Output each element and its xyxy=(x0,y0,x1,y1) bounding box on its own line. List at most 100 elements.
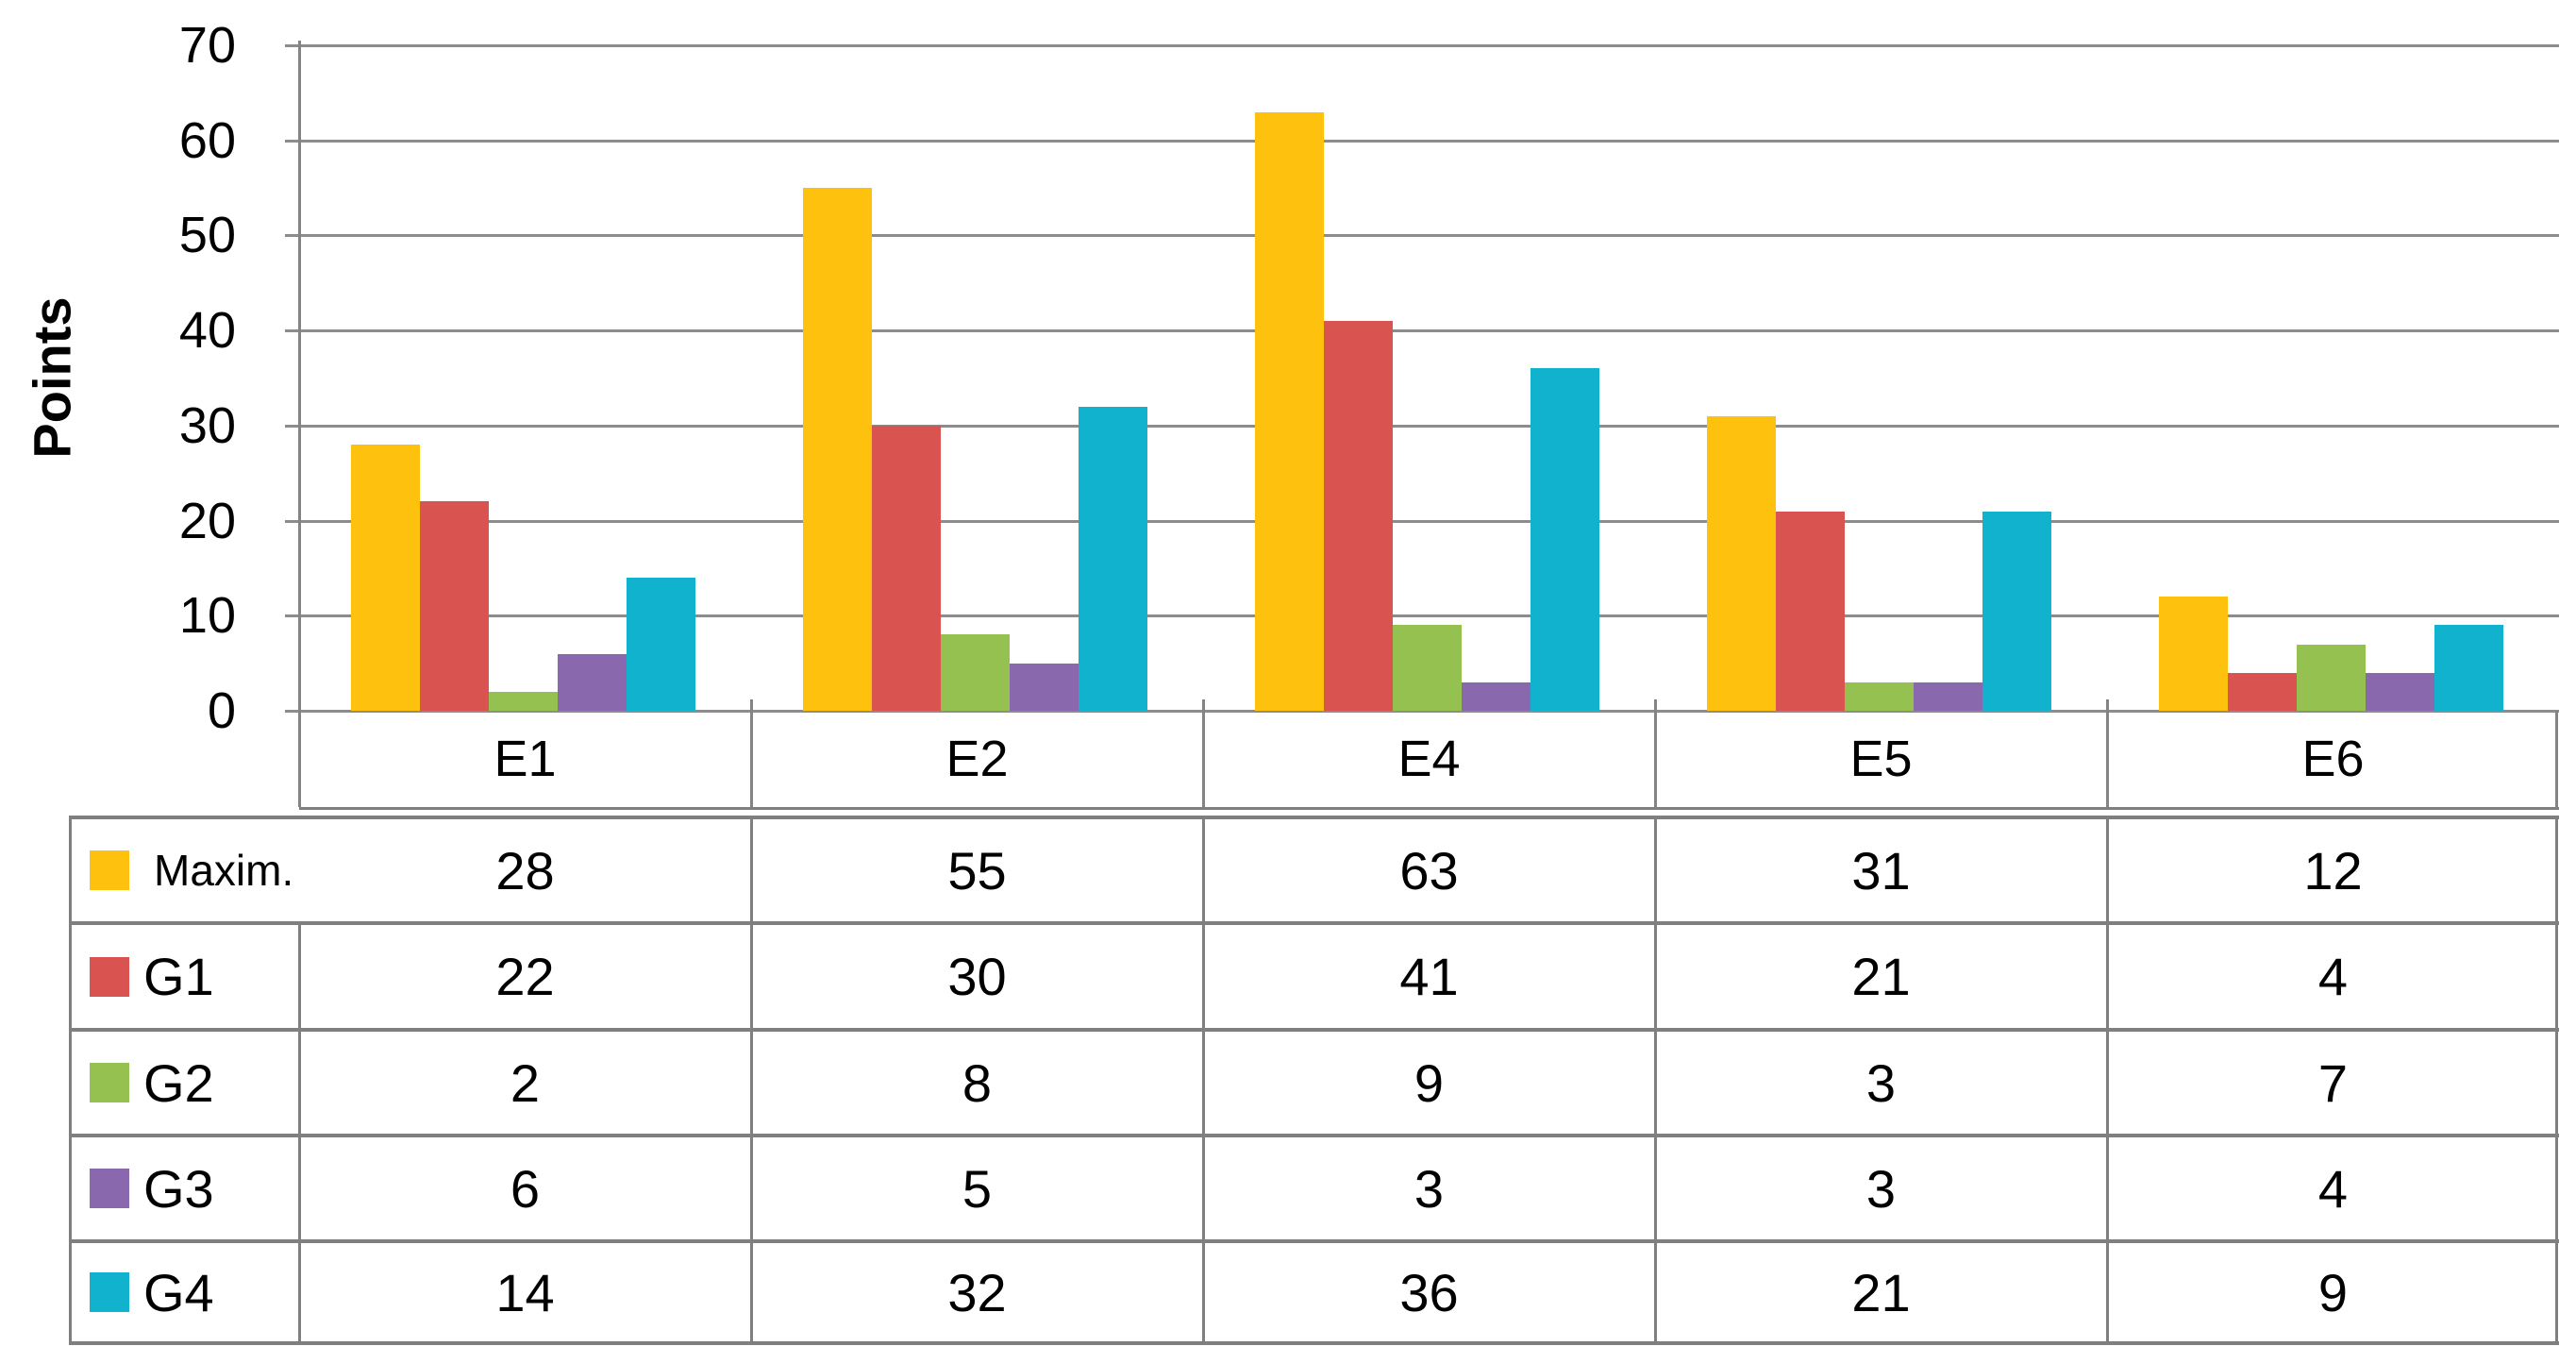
y-tick-label-60: 60 xyxy=(178,111,236,169)
y-tick-label-0: 0 xyxy=(207,682,236,739)
bar-g3-e2 xyxy=(1010,663,1079,711)
value-cell-g4-e1: 14 xyxy=(495,1262,555,1322)
value-cell-g2-e1: 2 xyxy=(510,1052,541,1113)
bar-maxim-e2 xyxy=(803,188,872,711)
value-cell-g2-e5: 3 xyxy=(1865,1052,1897,1113)
table-row-separator xyxy=(69,1239,2559,1243)
y-tick-label-30: 30 xyxy=(178,396,236,454)
bar-g4-e5 xyxy=(1982,511,2051,711)
bar-g1-e6 xyxy=(2228,672,2297,711)
y-tick-label-50: 50 xyxy=(178,207,236,264)
category-axis-tick xyxy=(2106,699,2109,711)
value-cell-g2-e4: 9 xyxy=(1413,1052,1445,1113)
value-cell-g1-e6: 4 xyxy=(2317,947,2349,1006)
bar-g1-e2 xyxy=(872,425,941,711)
table-column-divider xyxy=(2106,816,2109,1345)
bar-maxim-e5 xyxy=(1707,415,1776,711)
header-divider xyxy=(2555,711,2558,807)
value-cell-g4-e2: 32 xyxy=(947,1262,1007,1322)
value-cell-g4-e4: 36 xyxy=(1399,1262,1459,1322)
gridline-70 xyxy=(285,44,2559,47)
table-row-separator xyxy=(69,1134,2559,1137)
bar-g2-e4 xyxy=(1393,625,1462,711)
value-cell-g1-e2: 30 xyxy=(947,947,1007,1006)
gridline-40 xyxy=(285,329,2559,333)
header-divider xyxy=(750,711,753,807)
legend-swatch-g2 xyxy=(90,1063,129,1102)
table-column-divider xyxy=(750,816,753,1345)
table-row-separator xyxy=(69,921,2559,925)
header-divider xyxy=(2106,711,2109,807)
header-bottom-border xyxy=(299,807,2559,810)
table-bottom-border xyxy=(69,1341,2559,1345)
header-divider xyxy=(298,711,301,807)
table-column-divider xyxy=(298,921,301,1345)
gridline-10 xyxy=(285,614,2559,618)
y-axis-line xyxy=(298,41,301,713)
legend-swatch-g1 xyxy=(90,956,129,997)
category-axis-tick xyxy=(1202,699,1205,711)
header-divider xyxy=(1654,711,1657,807)
y-tick-label-20: 20 xyxy=(178,492,236,549)
value-cell-g4-e5: 21 xyxy=(1851,1262,1911,1322)
bar-g2-e2 xyxy=(941,634,1010,711)
bar-g4-e6 xyxy=(2434,625,2503,711)
legend-label-g4: G4 xyxy=(143,1262,214,1322)
value-cell-g2-e6: 7 xyxy=(2317,1052,2349,1113)
value-cell-g1-e1: 22 xyxy=(495,947,555,1006)
y-tick-label-40: 40 xyxy=(178,302,236,360)
category-header-cell-e5: E5 xyxy=(1849,731,1913,787)
legend-swatch-g3 xyxy=(90,1169,129,1208)
bar-g3-e6 xyxy=(2366,672,2434,711)
category-header-cell-e1: E1 xyxy=(493,731,557,787)
table-row-separator xyxy=(69,1028,2559,1032)
bar-g3-e5 xyxy=(1914,681,1982,711)
value-cell-g1-e4: 41 xyxy=(1399,947,1459,1006)
value-cell-maxim-e4: 63 xyxy=(1399,840,1459,900)
category-axis-tick xyxy=(750,699,753,711)
legend-label-g1: G1 xyxy=(143,947,214,1006)
bar-g4-e2 xyxy=(1079,406,1147,711)
gridline-50 xyxy=(285,234,2559,238)
y-tick-label-70: 70 xyxy=(178,17,236,74)
table-column-divider xyxy=(1202,816,1205,1345)
category-axis-tick xyxy=(1654,699,1657,711)
table-top-border xyxy=(69,816,2559,819)
legend-label-g3: G3 xyxy=(143,1158,214,1219)
legend-label-maxim: Maxim. xyxy=(154,846,294,895)
value-cell-g4-e6: 9 xyxy=(2317,1262,2349,1322)
value-cell-g1-e5: 21 xyxy=(1851,947,1911,1006)
category-header-cell-e2: E2 xyxy=(945,731,1009,787)
gridline-60 xyxy=(285,139,2559,143)
value-cell-g3-e5: 3 xyxy=(1865,1158,1897,1219)
legend-swatch-g4 xyxy=(90,1272,129,1312)
legend-label-g2: G2 xyxy=(143,1052,214,1113)
bar-g4-e4 xyxy=(1531,368,1599,711)
bar-g4-e1 xyxy=(627,578,695,711)
bar-g2-e6 xyxy=(2297,644,2366,711)
table-right-border xyxy=(2555,816,2558,1345)
gridline-30 xyxy=(285,424,2559,428)
value-cell-g3-e4: 3 xyxy=(1413,1158,1445,1219)
table-column-divider xyxy=(1654,816,1657,1345)
value-cell-g3-e1: 6 xyxy=(510,1158,541,1219)
bar-g2-e5 xyxy=(1845,681,1914,711)
value-cell-maxim-e1: 28 xyxy=(495,840,555,900)
value-cell-maxim-e6: 12 xyxy=(2303,840,2363,900)
bar-maxim-e1 xyxy=(351,445,420,711)
category-header-cell-e4: E4 xyxy=(1397,731,1461,787)
table-left-border xyxy=(69,816,72,1345)
bar-g3-e1 xyxy=(558,653,627,711)
bar-g2-e1 xyxy=(489,691,558,711)
value-cell-g3-e6: 4 xyxy=(2317,1158,2349,1219)
bar-g3-e4 xyxy=(1462,681,1531,711)
value-cell-g2-e2: 8 xyxy=(962,1052,993,1113)
bar-g1-e5 xyxy=(1776,511,1845,711)
value-cell-maxim-e2: 55 xyxy=(947,840,1007,900)
header-divider xyxy=(1202,711,1205,807)
y-tick-label-10: 10 xyxy=(178,587,236,645)
bar-maxim-e6 xyxy=(2159,597,2228,711)
gridline-20 xyxy=(285,519,2559,523)
bar-g1-e4 xyxy=(1324,321,1393,711)
